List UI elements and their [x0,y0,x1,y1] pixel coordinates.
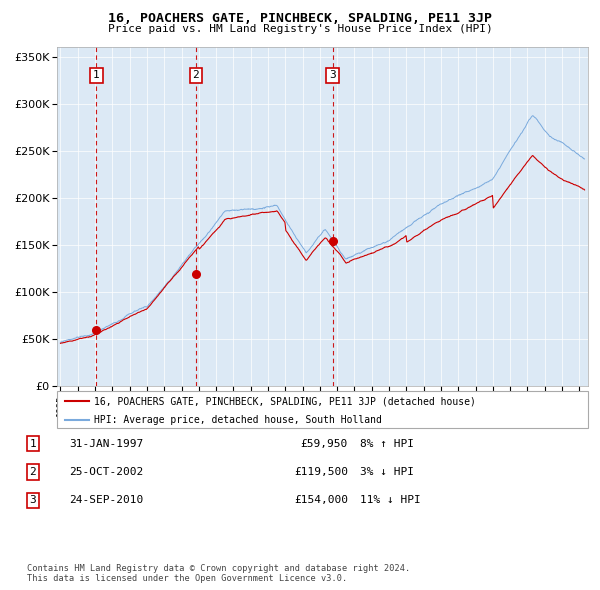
Text: 31-JAN-1997: 31-JAN-1997 [69,439,143,448]
FancyBboxPatch shape [57,391,588,428]
Text: Price paid vs. HM Land Registry's House Price Index (HPI): Price paid vs. HM Land Registry's House … [107,24,493,34]
Text: HPI: Average price, detached house, South Holland: HPI: Average price, detached house, Sout… [94,415,382,425]
Text: 25-OCT-2002: 25-OCT-2002 [69,467,143,477]
Text: 3% ↓ HPI: 3% ↓ HPI [360,467,414,477]
Text: £154,000: £154,000 [294,496,348,505]
Text: 11% ↓ HPI: 11% ↓ HPI [360,496,421,505]
Text: Contains HM Land Registry data © Crown copyright and database right 2024.
This d: Contains HM Land Registry data © Crown c… [27,563,410,583]
Text: £59,950: £59,950 [301,439,348,448]
Text: 2: 2 [193,70,199,80]
Text: 3: 3 [329,70,336,80]
Text: 2: 2 [29,467,37,477]
Text: 16, POACHERS GATE, PINCHBECK, SPALDING, PE11 3JP (detached house): 16, POACHERS GATE, PINCHBECK, SPALDING, … [94,396,476,407]
Text: 8% ↑ HPI: 8% ↑ HPI [360,439,414,448]
Text: 1: 1 [29,439,37,448]
Text: 16, POACHERS GATE, PINCHBECK, SPALDING, PE11 3JP: 16, POACHERS GATE, PINCHBECK, SPALDING, … [108,12,492,25]
Text: 24-SEP-2010: 24-SEP-2010 [69,496,143,505]
Text: 3: 3 [29,496,37,505]
Text: £119,500: £119,500 [294,467,348,477]
Text: 1: 1 [93,70,100,80]
